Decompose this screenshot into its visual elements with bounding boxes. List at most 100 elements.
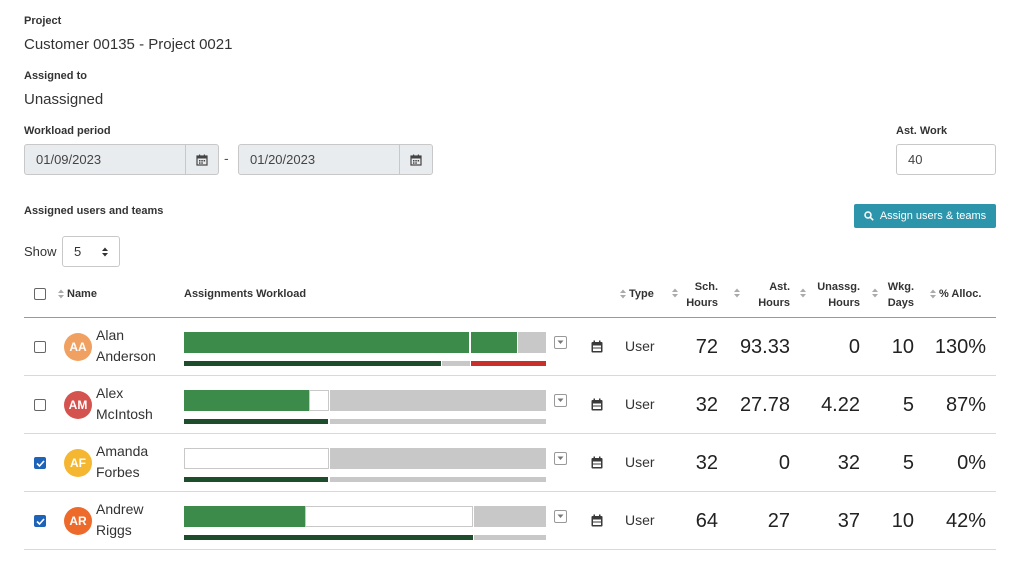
user-last-name: Riggs bbox=[96, 522, 132, 538]
unassg-hours: 32 bbox=[837, 452, 860, 474]
workload-segment bbox=[184, 448, 329, 469]
workload-bar bbox=[184, 506, 546, 527]
calendar-icon[interactable] bbox=[591, 514, 603, 532]
utilization-segment bbox=[184, 419, 328, 424]
column-header-unassg-hours[interactable]: Unassg. Hours bbox=[800, 279, 860, 311]
column-sch-label-1: Sch. bbox=[694, 281, 718, 293]
expand-dropdown-button[interactable] bbox=[554, 336, 567, 349]
user-name[interactable]: Alex McIntosh bbox=[96, 383, 153, 425]
sch-hours: 64 bbox=[695, 510, 718, 532]
column-wkg-label-2: Days bbox=[887, 297, 914, 309]
select-arrows-icon bbox=[102, 247, 108, 257]
column-header-alloc[interactable]: % Alloc. bbox=[930, 288, 981, 300]
sort-icon bbox=[58, 289, 64, 299]
calendar-icon bbox=[410, 154, 422, 166]
calendar-icon[interactable] bbox=[591, 456, 603, 474]
workload-segment bbox=[305, 506, 473, 527]
expand-dropdown-button[interactable] bbox=[554, 510, 567, 523]
start-date-calendar-button[interactable] bbox=[185, 145, 218, 174]
utilization-bar bbox=[184, 419, 546, 424]
ast-hours: 27.78 bbox=[739, 394, 790, 416]
workload-period-label: Workload period bbox=[24, 125, 111, 137]
column-ast-label-2: Hours bbox=[758, 297, 790, 309]
utilization-segment bbox=[471, 361, 546, 366]
row-divider bbox=[24, 375, 996, 376]
end-date-field[interactable]: 01/20/2023 bbox=[238, 144, 433, 175]
expand-dropdown-button[interactable] bbox=[554, 394, 567, 407]
ast-work-label: Ast. Work bbox=[896, 125, 948, 137]
select-all-checkbox[interactable] bbox=[34, 288, 46, 300]
assigned-users-label: Assigned users and teams bbox=[24, 205, 164, 217]
unassg-hours: 0 bbox=[848, 336, 860, 358]
search-icon bbox=[864, 211, 874, 221]
sort-icon bbox=[734, 288, 740, 298]
page-size-value: 5 bbox=[74, 244, 82, 259]
calendar-icon[interactable] bbox=[591, 398, 603, 416]
sort-icon bbox=[930, 289, 936, 299]
start-date-field[interactable]: 01/09/2023 bbox=[24, 144, 219, 175]
sort-icon bbox=[620, 289, 626, 299]
wkg-days: 10 bbox=[891, 510, 914, 532]
column-alloc-label: % Alloc. bbox=[939, 288, 982, 300]
ast-hours: 93.33 bbox=[739, 336, 790, 358]
utilization-segment bbox=[184, 535, 473, 540]
row-checkbox[interactable] bbox=[34, 457, 46, 469]
column-type-label: Type bbox=[629, 288, 654, 300]
unassg-hours: 4.22 bbox=[821, 394, 860, 416]
utilization-segment bbox=[184, 361, 441, 366]
user-first-name: Alex bbox=[96, 385, 124, 401]
sort-icon bbox=[800, 288, 806, 298]
column-header-ast-hours[interactable]: Ast. Hours bbox=[734, 279, 790, 311]
wkg-days: 10 bbox=[891, 336, 914, 358]
start-date-value[interactable]: 01/09/2023 bbox=[36, 152, 102, 167]
utilization-segment bbox=[442, 361, 470, 366]
sch-hours: 32 bbox=[695, 394, 718, 416]
column-unassg-label-1: Unassg. bbox=[817, 281, 860, 293]
user-last-name: McIntosh bbox=[96, 406, 153, 422]
table-header-divider bbox=[24, 317, 996, 318]
end-date-value[interactable]: 01/20/2023 bbox=[250, 152, 316, 167]
sch-hours: 72 bbox=[695, 336, 718, 358]
workload-segment bbox=[518, 332, 546, 353]
chevron-down-icon bbox=[557, 340, 564, 344]
avatar: AF bbox=[64, 449, 92, 477]
end-date-calendar-button[interactable] bbox=[399, 145, 432, 174]
calendar-icon[interactable] bbox=[591, 340, 603, 358]
column-header-wkg-days[interactable]: Wkg. Days bbox=[872, 279, 914, 311]
utilization-bar bbox=[184, 477, 546, 482]
workload-segment bbox=[330, 390, 546, 411]
user-type: User bbox=[625, 454, 655, 470]
ast-hours: 0 bbox=[778, 452, 790, 474]
column-header-name[interactable]: Name bbox=[58, 288, 97, 300]
column-sch-label-2: Hours bbox=[686, 297, 718, 309]
user-name[interactable]: Amanda Forbes bbox=[96, 441, 148, 483]
ast-work-input[interactable]: 40 bbox=[896, 144, 996, 175]
workload-segment bbox=[474, 506, 546, 527]
column-header-type[interactable]: Type bbox=[620, 288, 654, 300]
user-name[interactable]: Andrew Riggs bbox=[96, 499, 143, 541]
workload-segment bbox=[330, 448, 546, 469]
row-checkbox[interactable] bbox=[34, 399, 46, 411]
chevron-down-icon bbox=[557, 456, 564, 460]
wkg-days: 5 bbox=[902, 394, 914, 416]
row-checkbox[interactable] bbox=[34, 515, 46, 527]
user-type: User bbox=[625, 338, 655, 354]
wkg-days: 5 bbox=[902, 452, 914, 474]
workload-segment bbox=[471, 332, 517, 353]
user-name[interactable]: Alan Anderson bbox=[96, 325, 156, 367]
page-size-select[interactable]: 5 bbox=[62, 236, 120, 267]
user-first-name: Alan bbox=[96, 327, 125, 343]
expand-dropdown-button[interactable] bbox=[554, 452, 567, 465]
avatar: AA bbox=[64, 333, 92, 361]
row-divider bbox=[24, 491, 996, 492]
sch-hours: 32 bbox=[695, 452, 718, 474]
workload-segment bbox=[184, 332, 469, 353]
column-header-sch-hours[interactable]: Sch. Hours bbox=[672, 279, 718, 311]
utilization-segment bbox=[184, 477, 328, 482]
checkmark-icon bbox=[35, 459, 45, 467]
assign-users-teams-button[interactable]: Assign users & teams bbox=[854, 204, 996, 228]
user-first-name: Amanda bbox=[96, 443, 149, 459]
row-checkbox[interactable] bbox=[34, 341, 46, 353]
utilization-segment bbox=[330, 477, 546, 482]
sort-icon bbox=[872, 288, 878, 298]
